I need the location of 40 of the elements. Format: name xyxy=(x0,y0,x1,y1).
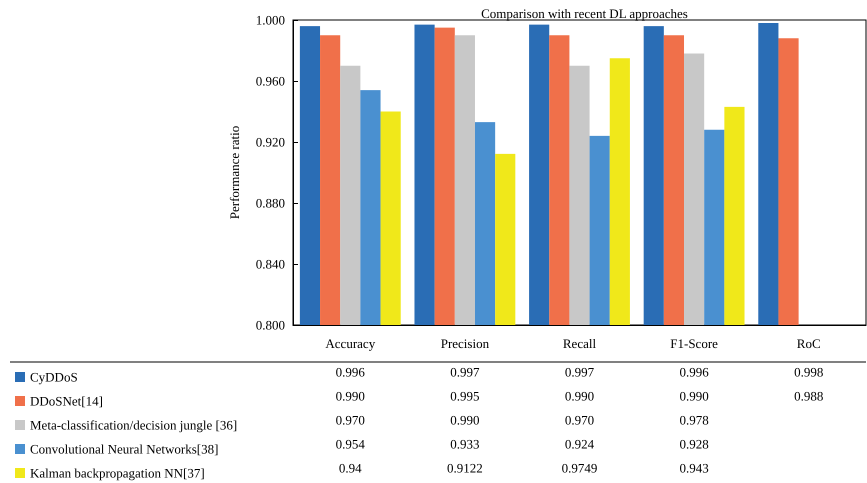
data-label: 0.990 xyxy=(450,412,480,428)
data-label: 0.997 xyxy=(564,364,595,380)
data-label: 0.995 xyxy=(450,388,480,404)
y-tick-label: 0.960 xyxy=(256,74,285,88)
y-tick-label: 0.920 xyxy=(256,134,285,150)
data-label: 0.943 xyxy=(679,460,709,476)
data-label: 0.978 xyxy=(679,412,709,428)
data-label: 0.970 xyxy=(336,412,365,428)
data-label: 0.996 xyxy=(336,364,366,380)
data-label: 0.996 xyxy=(679,364,710,380)
data-label: 0.997 xyxy=(450,364,480,380)
legend-label: Meta-classification/decision jungle [36] xyxy=(30,418,238,432)
data-label: 0.928 xyxy=(679,436,709,452)
legend-label: Kalman backpropagation NN[37] xyxy=(30,466,205,480)
y-tick-label: 0.840 xyxy=(256,256,285,272)
x-tick-label: RoC xyxy=(796,336,821,351)
legend-label: Convolutional Neural Networks[38] xyxy=(30,442,218,456)
data-label: 0.933 xyxy=(450,436,480,452)
y-tick-label: 0.880 xyxy=(256,196,285,210)
x-tick-label: Precision xyxy=(440,336,490,351)
data-label: 0.94 xyxy=(338,460,362,476)
x-tick-label: F1-Score xyxy=(670,336,718,351)
data-label: 0.990 xyxy=(336,388,365,404)
data-label: 0.9749 xyxy=(562,460,598,476)
data-label: 0.990 xyxy=(564,388,594,404)
legend-label: DDoSNet[14] xyxy=(30,394,103,408)
data-label: 0.9122 xyxy=(447,460,483,476)
y-tick-label: 0.800 xyxy=(256,318,285,332)
x-tick-label: Recall xyxy=(562,336,596,351)
data-label: 0.924 xyxy=(564,436,595,452)
data-label: 0.954 xyxy=(336,436,366,452)
data-label: 0.970 xyxy=(564,412,594,428)
data-label: 0.988 xyxy=(794,388,824,404)
data-label: 0.998 xyxy=(794,364,824,380)
y-axis-title: Performance ratio xyxy=(227,126,242,220)
legend-label: CyDDoS xyxy=(30,370,78,384)
y-tick-label: 1.000 xyxy=(256,12,285,28)
chart-title: Comparison with recent DL approaches xyxy=(481,6,688,21)
data-label: 0.990 xyxy=(679,388,709,404)
x-tick-label: Accuracy xyxy=(325,336,376,351)
